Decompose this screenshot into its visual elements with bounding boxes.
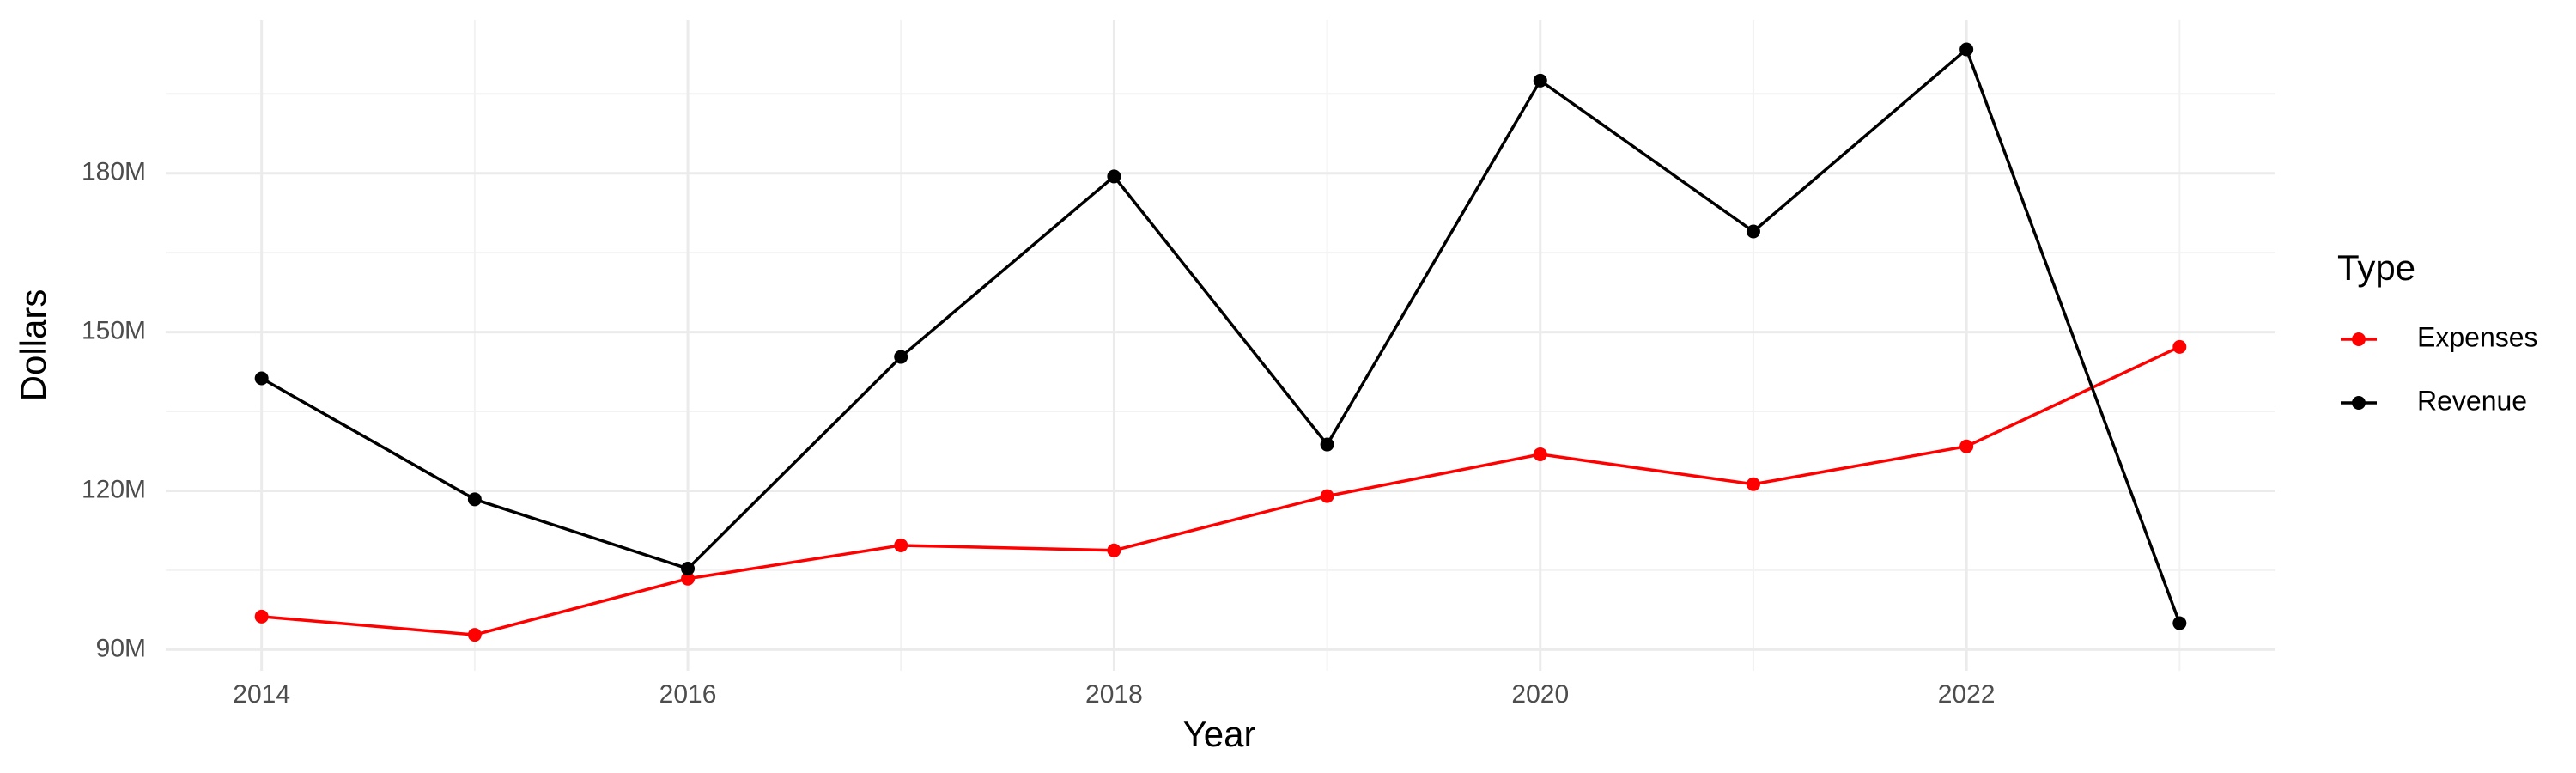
data-point xyxy=(1746,224,1760,239)
legend-label: Revenue xyxy=(2417,385,2527,416)
data-point xyxy=(2172,339,2187,354)
legend-title: Type xyxy=(2337,247,2415,288)
y-tick-label: 180M xyxy=(82,158,146,186)
data-point xyxy=(1107,169,1121,184)
data-point xyxy=(1746,477,1760,491)
legend-label: Expenses xyxy=(2417,321,2538,352)
x-axis-title: Year xyxy=(1183,714,1256,754)
data-point xyxy=(2172,616,2187,630)
data-point xyxy=(1320,489,1334,503)
data-point xyxy=(894,538,908,552)
x-tick-label: 2014 xyxy=(233,680,290,709)
data-point xyxy=(467,492,482,507)
data-point xyxy=(467,628,482,642)
data-point xyxy=(254,609,269,624)
data-point xyxy=(1959,439,1974,453)
data-point xyxy=(254,371,269,386)
legend-key-point xyxy=(2352,332,2366,346)
data-point xyxy=(681,562,696,576)
y-tick-label: 90M xyxy=(96,634,146,662)
data-point xyxy=(1533,447,1547,461)
x-tick-label: 2016 xyxy=(659,680,717,709)
x-tick-label: 2020 xyxy=(1511,680,1569,709)
y-axis-title: Dollars xyxy=(13,289,53,402)
data-point xyxy=(681,571,696,586)
x-tick-label: 2022 xyxy=(1938,680,1996,709)
y-tick-label: 150M xyxy=(82,317,146,345)
series-line xyxy=(260,46,2181,624)
data-point xyxy=(894,350,908,364)
data-point xyxy=(1320,437,1334,452)
data-point xyxy=(1959,42,1974,57)
series-line xyxy=(261,345,2181,636)
legend-key-point xyxy=(2352,396,2366,410)
y-tick-label: 120M xyxy=(82,475,146,503)
data-point xyxy=(1533,73,1547,88)
x-tick-label: 2018 xyxy=(1085,680,1143,709)
data-point xyxy=(1107,543,1121,557)
